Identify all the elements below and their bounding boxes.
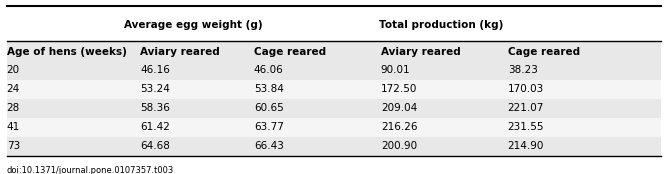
Text: Cage reared: Cage reared bbox=[508, 47, 580, 57]
Text: Aviary reared: Aviary reared bbox=[140, 47, 220, 57]
Bar bbox=[7, 80, 661, 99]
Text: doi:10.1371/journal.pone.0107357.t003: doi:10.1371/journal.pone.0107357.t003 bbox=[7, 166, 174, 174]
Text: 209.04: 209.04 bbox=[381, 103, 417, 113]
Text: 216.26: 216.26 bbox=[381, 122, 418, 132]
Text: 172.50: 172.50 bbox=[381, 84, 417, 94]
Text: 41: 41 bbox=[7, 122, 20, 132]
Text: Cage reared: Cage reared bbox=[254, 47, 326, 57]
Text: 221.07: 221.07 bbox=[508, 103, 544, 113]
Text: 200.90: 200.90 bbox=[381, 141, 417, 151]
Text: Total production (kg): Total production (kg) bbox=[379, 20, 503, 30]
Text: 170.03: 170.03 bbox=[508, 84, 544, 94]
Text: 46.16: 46.16 bbox=[140, 65, 170, 76]
Text: 38.23: 38.23 bbox=[508, 65, 538, 76]
Bar bbox=[7, 137, 661, 156]
Text: 46.06: 46.06 bbox=[254, 65, 284, 76]
Bar bbox=[7, 41, 661, 61]
Text: 64.68: 64.68 bbox=[140, 141, 170, 151]
Text: Average egg weight (g): Average egg weight (g) bbox=[124, 20, 263, 30]
Text: 20: 20 bbox=[7, 65, 20, 76]
Text: 61.42: 61.42 bbox=[140, 122, 170, 132]
Text: 90.01: 90.01 bbox=[381, 65, 410, 76]
Text: 60.65: 60.65 bbox=[254, 103, 284, 113]
Text: Age of hens (weeks): Age of hens (weeks) bbox=[7, 47, 126, 57]
Text: 66.43: 66.43 bbox=[254, 141, 284, 151]
Text: 214.90: 214.90 bbox=[508, 141, 544, 151]
Text: 53.24: 53.24 bbox=[140, 84, 170, 94]
Text: Aviary reared: Aviary reared bbox=[381, 47, 460, 57]
Text: 24: 24 bbox=[7, 84, 20, 94]
Text: 63.77: 63.77 bbox=[254, 122, 284, 132]
Text: 73: 73 bbox=[7, 141, 20, 151]
Text: 28: 28 bbox=[7, 103, 20, 113]
Bar bbox=[7, 118, 661, 137]
Text: 58.36: 58.36 bbox=[140, 103, 170, 113]
Text: 231.55: 231.55 bbox=[508, 122, 544, 132]
Bar bbox=[7, 98, 661, 118]
Text: 53.84: 53.84 bbox=[254, 84, 284, 94]
Bar bbox=[7, 61, 661, 80]
